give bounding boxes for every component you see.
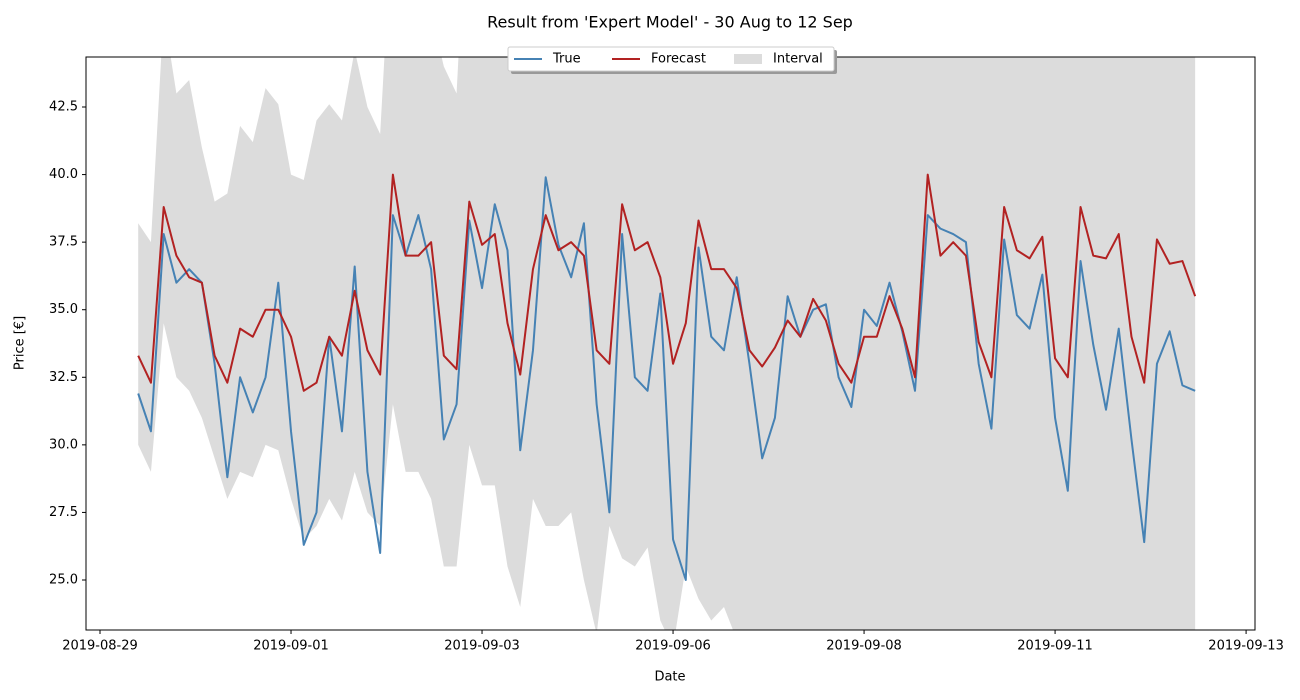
series-line [137,173,1197,392]
y-tick-label: 30.0 [49,437,78,452]
legend-label: Forecast [651,52,706,67]
x-tick-label: 2019-09-01 [253,639,329,654]
y-axis-label: Price [€] [13,316,28,370]
y-tick-label: 40.0 [49,167,78,182]
y-tick-label: 37.5 [49,235,78,250]
y-tick-label: 27.5 [49,505,78,520]
legend: True Forecast Interval [507,46,837,74]
series-line [137,176,1196,581]
y-tick-label: 42.5 [49,100,78,115]
y-tick-label: 35.0 [49,302,78,317]
y-tick-label: 32.5 [49,370,78,385]
legend-label: True [552,52,581,67]
x-tick-label: 2019-09-08 [826,639,902,654]
x-tick-label: 2019-09-11 [1017,639,1093,654]
axes: 25.0 27.5 30.0 32.5 35.0 37.5 40.0 42.5 2019-08-… [49,100,1284,654]
x-tick-label: 2019-09-13 [1208,639,1284,654]
chart-title: Result from 'Expert Model' - 30 Aug to 1… [487,13,853,32]
x-tick-label: 2019-08-29 [62,639,138,654]
legend-swatch [734,54,762,64]
x-tick-label: 2019-09-03 [444,639,520,654]
x-axis-label: Date [654,670,685,685]
legend-box [507,46,835,72]
y-tick-label: 25.0 [49,572,78,587]
legend-label: Interval [773,52,823,67]
x-tick-label: 2019-09-06 [635,639,711,654]
plot-area [137,57,1197,630]
